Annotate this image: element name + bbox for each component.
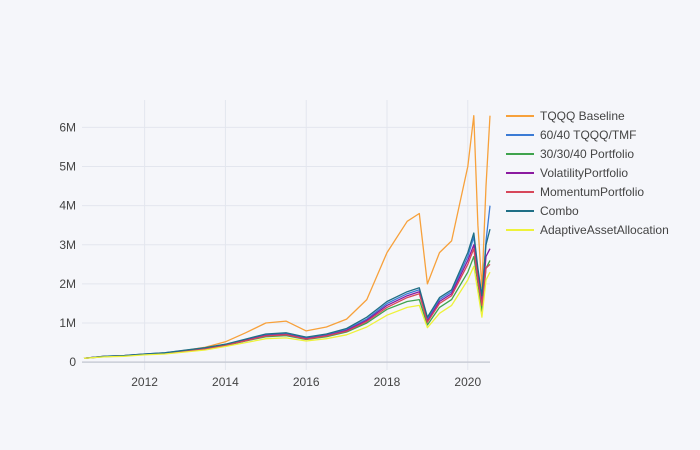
- y-tick-label: 2M: [59, 277, 76, 291]
- x-tick-label: 2020: [454, 375, 481, 389]
- x-tick-label: 2014: [212, 375, 239, 389]
- x-tick-label: 2012: [131, 375, 158, 389]
- legend-item[interactable]: 60/40 TQQQ/TMF: [506, 128, 636, 142]
- x-tick-label: 2016: [293, 375, 320, 389]
- y-tick-label: 3M: [59, 238, 76, 252]
- y-tick-label: 6M: [59, 120, 76, 134]
- legend[interactable]: TQQQ Baseline 60/40 TQQQ/TMF 30/30/40 Port…: [506, 109, 669, 237]
- legend-label: Combo: [540, 204, 579, 218]
- legend-item[interactable]: 30/30/40 Portfolio: [506, 147, 634, 161]
- plot-area: [83, 115, 491, 359]
- series-line-combo: [83, 228, 491, 359]
- legend-item[interactable]: Combo: [506, 204, 579, 218]
- legend-item[interactable]: TQQQ Baseline: [506, 109, 625, 123]
- legend-label: 30/30/40 Portfolio: [540, 147, 634, 161]
- y-tick-label: 5M: [59, 160, 76, 174]
- legend-label: AdaptiveAssetAllocation: [540, 223, 669, 237]
- gridlines: [82, 100, 490, 370]
- legend-label: 60/40 TQQQ/TMF: [540, 128, 636, 142]
- series-line-adaptiveassetallocation: [83, 265, 491, 359]
- y-tick-label: 1M: [59, 316, 76, 330]
- legend-item[interactable]: MomentumPortfolio: [506, 185, 644, 199]
- y-tick-label: 0: [69, 355, 76, 369]
- legend-label: VolatilityPortfolio: [540, 166, 628, 180]
- x-tick-label: 2018: [374, 375, 401, 389]
- y-tick-label: 4M: [59, 199, 76, 213]
- legend-item[interactable]: VolatilityPortfolio: [506, 166, 628, 180]
- legend-label: TQQQ Baseline: [540, 109, 625, 123]
- legend-item[interactable]: AdaptiveAssetAllocation: [506, 223, 669, 237]
- legend-label: MomentumPortfolio: [540, 185, 644, 199]
- axes: 2012 2014 2016 2018 2020 0 1M 2M 3M 4M 5M 6M: [59, 120, 481, 389]
